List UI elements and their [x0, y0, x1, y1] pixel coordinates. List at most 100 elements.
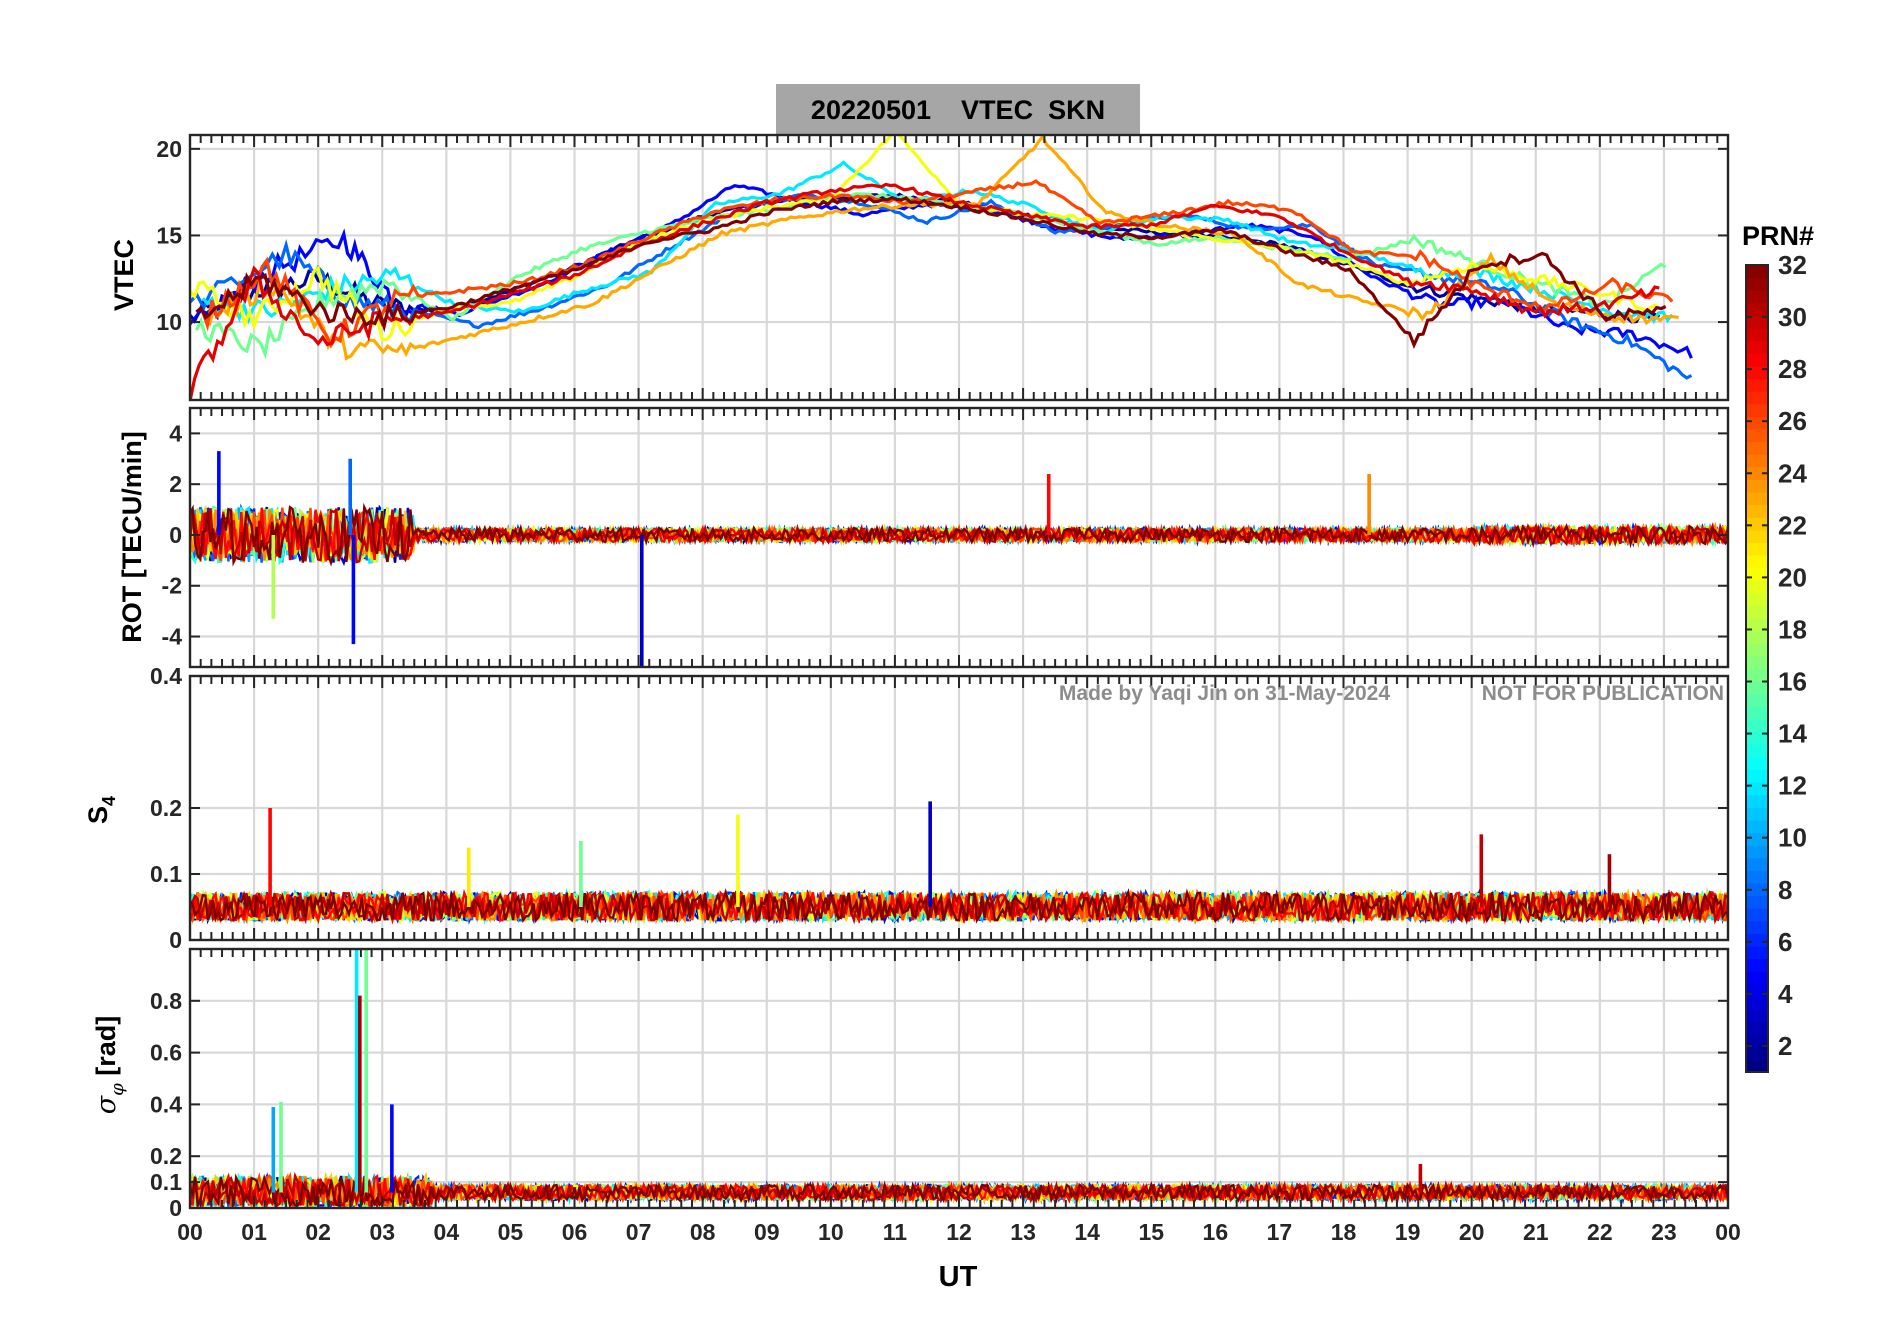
x-tick-label: 02: [305, 1219, 331, 1245]
colorbar-segment: [1746, 542, 1768, 556]
y-tick-label: -4: [162, 624, 183, 650]
y-tick-label: 10: [156, 309, 182, 335]
title-box: [776, 84, 1140, 135]
y-tick-label: 0.4: [150, 663, 182, 689]
x-tick-label: 05: [498, 1219, 524, 1245]
colorbar-segment: [1746, 681, 1768, 695]
y-tick-label: 0.2: [150, 795, 182, 821]
series-group: [190, 801, 1728, 925]
colorbar-segment: [1746, 630, 1768, 644]
colorbar-segment: [1746, 832, 1768, 846]
colorbar-tick-label: 6: [1778, 927, 1792, 957]
y-tick-label: 0: [169, 522, 182, 548]
colorbar-segment: [1746, 265, 1768, 279]
x-tick-label: 23: [1651, 1219, 1677, 1245]
colorbar-segment: [1746, 920, 1768, 934]
y-tick-label: 0: [169, 1195, 182, 1221]
colorbar-segment: [1746, 302, 1768, 317]
x-tick-label: 13: [1010, 1219, 1036, 1245]
x-tick-label: 01: [241, 1219, 267, 1245]
watermark-made-by: Made by Yaqi Jin on 31-May-2024: [1059, 682, 1390, 705]
colorbar-segment: [1746, 466, 1768, 480]
y-tick-label: 0: [169, 927, 182, 953]
colorbar-segment: [1746, 794, 1768, 808]
x-tick-label: 09: [754, 1219, 780, 1245]
colorbar-segment: [1746, 908, 1768, 922]
y-tick-label: -2: [162, 573, 182, 599]
panel-rot: -4 -2 0 2 4: [162, 406, 1730, 669]
colorbar-segment: [1746, 315, 1768, 329]
colorbar-segment: [1746, 706, 1768, 720]
colorbar-segment: [1746, 454, 1768, 468]
x-tick-label: 03: [369, 1219, 395, 1245]
colorbar-segment: [1746, 857, 1768, 871]
colorbar-segment: [1746, 504, 1768, 518]
colorbar-segment: [1746, 996, 1768, 1010]
colorbar-segment: [1746, 592, 1768, 607]
colorbar-segment: [1746, 1046, 1768, 1060]
colorbar-segment: [1746, 945, 1768, 960]
colorbar-segment: [1746, 328, 1768, 342]
colorbar-segment: [1746, 529, 1768, 544]
colorbar-tick-label: 14: [1778, 719, 1807, 749]
colorbar-segment: [1746, 555, 1768, 569]
x-tick-label: 17: [1267, 1219, 1293, 1245]
colorbar-segment: [1746, 605, 1768, 619]
colorbar-segment: [1746, 718, 1768, 733]
svg-text:S4: S4: [83, 796, 119, 824]
panel-sigma_phi: 00.10.2 0.4 0.6 0.8: [150, 947, 1730, 1221]
colorbar-segment: [1746, 391, 1768, 405]
colorbar-segment: [1746, 580, 1768, 594]
colorbar-segment: [1746, 353, 1768, 367]
colorbar-segment: [1746, 693, 1768, 707]
colorbar-frame: [1745, 264, 1769, 1073]
x-tick-label: 18: [1331, 1219, 1357, 1245]
colorbar-segment: [1746, 895, 1768, 909]
y-tick-label: 0.8: [150, 988, 182, 1014]
colorbar-segment: [1746, 1021, 1768, 1035]
ylabel-s4: S4: [83, 796, 119, 824]
colorbar-tick-label: 10: [1778, 823, 1807, 853]
x-tick-label: 22: [1587, 1219, 1613, 1245]
x-tick-label: 00: [177, 1219, 203, 1245]
colorbar-segment: [1746, 277, 1768, 291]
colorbar-tick-label: 22: [1778, 510, 1807, 540]
colorbar-segment: [1746, 441, 1768, 455]
colorbar-segment: [1746, 756, 1768, 770]
colorbar-segment: [1746, 807, 1768, 821]
colorbar-segment: [1746, 416, 1768, 430]
y-tick-label: 2: [169, 471, 182, 497]
figure-title: 20220501 VTEC SKN: [811, 95, 1105, 125]
colorbar-title: PRN#: [1742, 221, 1814, 251]
series-group: [190, 135, 1693, 400]
y-tick-label: 0.1: [150, 1169, 182, 1195]
x-tick-label: 21: [1523, 1219, 1549, 1245]
noise-series-prn32: [190, 888, 1728, 925]
x-tick-label: 12: [946, 1219, 972, 1245]
colorbar-segment: [1746, 290, 1768, 304]
panels: 101520-4-202400.10.20.400.10.20.40.60.80…: [150, 133, 1741, 1245]
x-tick-label: 08: [690, 1219, 716, 1245]
colorbar-segment: [1746, 340, 1768, 354]
xlabel-ut: UT: [939, 1261, 978, 1293]
ylabel-sigma-phi: σφ [rad]: [91, 1016, 128, 1115]
colorbar-tick-label: 8: [1778, 875, 1792, 905]
colorbar-segment: [1746, 933, 1768, 947]
colorbar-segment: [1746, 378, 1768, 392]
y-tick-label: 0.6: [150, 1040, 182, 1066]
x-tick-label: 15: [1138, 1219, 1164, 1245]
colorbar-segment: [1746, 731, 1768, 745]
colorbar-segment: [1746, 567, 1768, 581]
colorbar-segment: [1746, 744, 1768, 758]
colorbar-tick-label: 30: [1778, 302, 1807, 332]
x-tick-label: 07: [626, 1219, 652, 1245]
x-tick-label: 16: [1203, 1219, 1229, 1245]
colorbar-tick-label: 32: [1778, 250, 1807, 280]
x-tick-label: 06: [562, 1219, 588, 1245]
noise-series-prn30: [190, 889, 1728, 925]
y-tick-label: 0.4: [150, 1091, 182, 1117]
y-tick-label: 20: [156, 136, 182, 162]
colorbar-tick-label: 2: [1778, 1031, 1792, 1061]
